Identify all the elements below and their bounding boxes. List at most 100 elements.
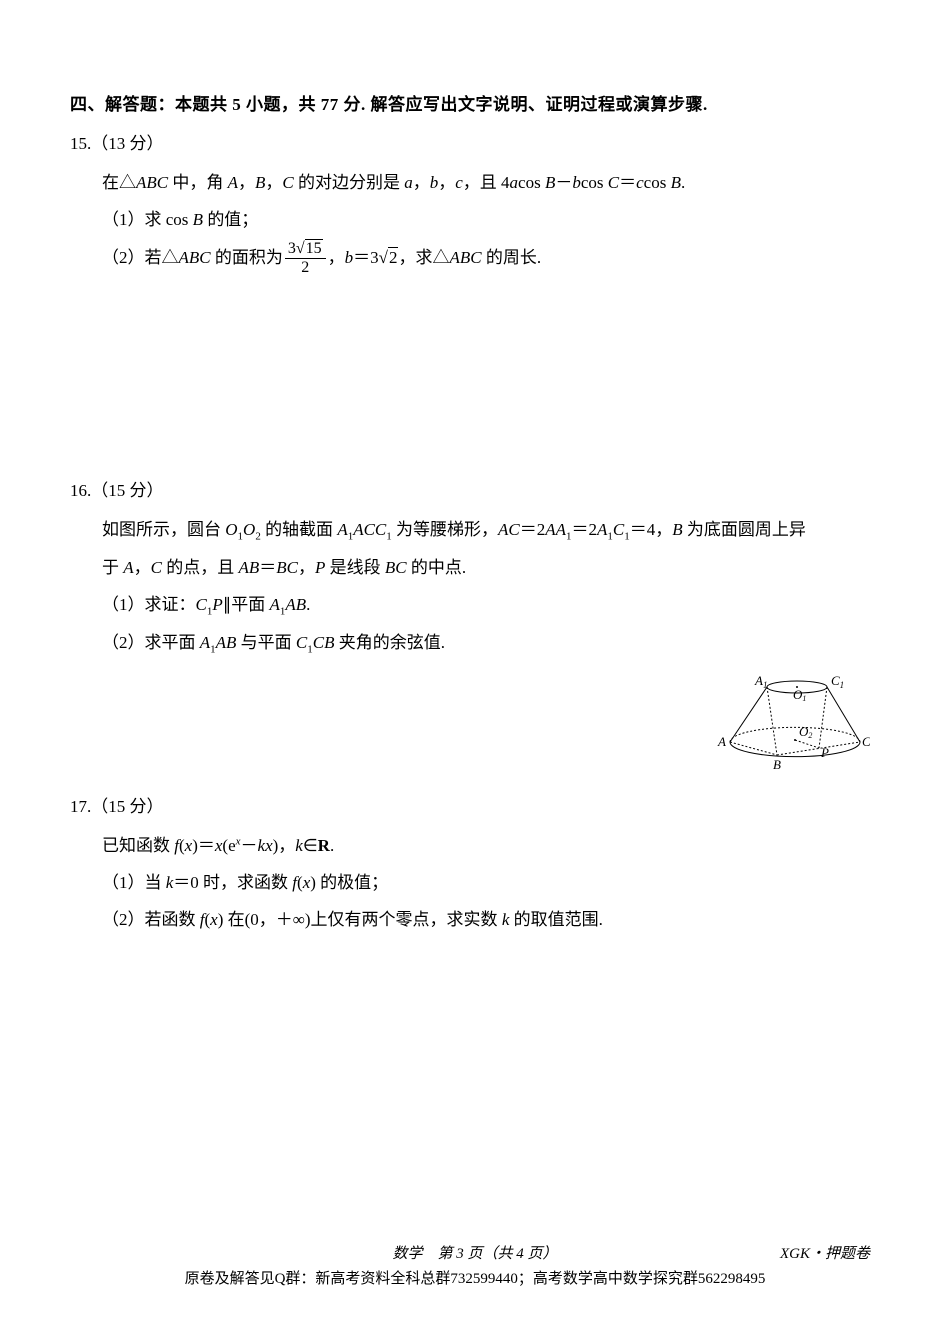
t: b xyxy=(345,248,354,267)
t: A xyxy=(597,520,607,539)
t: 为底面圆周上异 xyxy=(683,520,806,539)
t: A xyxy=(337,520,347,539)
t: （1）当 xyxy=(102,873,166,892)
t: ，且 4 xyxy=(463,173,510,192)
q15-body: 在△ABC 中，角 A，B，C 的对边分别是 a，b，c，且 4acos B－b… xyxy=(70,164,880,276)
t: AB xyxy=(285,595,306,614)
q15-line1: 在△ABC 中，角 A，B，C 的对边分别是 a，b，c，且 4acos B－b… xyxy=(102,164,880,201)
t: 是线段 xyxy=(325,558,385,577)
t: 在△ xyxy=(102,173,136,192)
t: ， xyxy=(134,558,151,577)
t: CB xyxy=(313,633,335,652)
t: c xyxy=(636,173,644,192)
t: P xyxy=(315,558,325,577)
t: A xyxy=(200,633,210,652)
label-o2: O2 xyxy=(799,724,812,740)
t: （1）求 cos xyxy=(102,210,193,229)
page-footer: 数学 第 3 页（共 4 页） XGK・押题卷 原卷及解答见Q群：新高考资料全科… xyxy=(0,1242,950,1288)
t: ∥平面 xyxy=(223,595,270,614)
dot-o2 xyxy=(794,739,796,741)
line-bc xyxy=(777,742,860,755)
label-c1: C1 xyxy=(831,673,844,690)
t: 15 xyxy=(305,239,323,257)
t: 为等腰梯形， xyxy=(392,520,498,539)
t: C xyxy=(282,173,293,192)
t: B xyxy=(193,210,203,229)
t: ， xyxy=(413,173,430,192)
t: C xyxy=(608,173,619,192)
frustum-figure: A1 C1 O1 A C O2 B P xyxy=(715,672,870,772)
t: cos xyxy=(644,173,671,192)
question-16: 16.（15 分） 如图所示，圆台 O1O2 的轴截面 A1ACC1 为等腰梯形… xyxy=(70,476,880,661)
footer-center: 数学 第 3 页（共 4 页） xyxy=(392,1242,557,1263)
q16-sub1: （1）求证：C1P∥平面 A1AB. xyxy=(102,586,880,624)
q16-number: 16.（15 分） xyxy=(70,476,880,501)
left-edge xyxy=(730,687,767,742)
t: a xyxy=(404,173,413,192)
t: cos xyxy=(518,173,545,192)
t: . xyxy=(306,595,310,614)
footer-line2: 原卷及解答见Q群：新高考资料全科总群732599440；高考数学高中数学探究群5… xyxy=(0,1267,950,1288)
t: ， xyxy=(298,558,315,577)
q15-number: 15.（13 分） xyxy=(70,129,880,154)
t: 的中点. xyxy=(407,558,467,577)
t: k xyxy=(295,836,303,855)
q16-line1: 如图所示，圆台 O1O2 的轴截面 A1ACC1 为等腰梯形，AC＝2AA1＝2… xyxy=(102,511,880,549)
t: C xyxy=(151,558,162,577)
t: ＝2 xyxy=(572,520,598,539)
t: . xyxy=(681,173,685,192)
frustum-svg: A1 C1 O1 A C O2 B P xyxy=(715,672,870,772)
q16-sub2: （2）求平面 A1AB 与平面 C1CB 夹角的余弦值. xyxy=(102,624,880,662)
q17-body: 已知函数 f(x)＝x(ex－kx)，k∈R. （1）当 k＝0 时，求函数 f… xyxy=(70,827,880,939)
t: b xyxy=(430,173,439,192)
t: . xyxy=(330,836,334,855)
t: b xyxy=(572,173,581,192)
t: ， xyxy=(265,173,282,192)
t: AB xyxy=(238,558,259,577)
t: ABC xyxy=(449,248,481,267)
t: 3 xyxy=(288,240,296,257)
t: 的值； xyxy=(203,210,258,229)
t: P xyxy=(212,595,222,614)
label-a1: A1 xyxy=(754,673,767,690)
t: 已知函数 xyxy=(102,836,174,855)
t: 2 xyxy=(388,247,399,267)
t: O xyxy=(225,520,237,539)
t: O xyxy=(243,520,255,539)
line-a1b xyxy=(767,687,777,755)
label-a: A xyxy=(717,734,726,749)
t: B xyxy=(545,173,555,192)
t: 的对边分别是 xyxy=(294,173,405,192)
t: ＝2 xyxy=(520,520,546,539)
t: （2）若△ xyxy=(102,248,179,267)
label-b: B xyxy=(773,757,781,772)
t: AC xyxy=(498,520,520,539)
q17-number: 17.（15 分） xyxy=(70,792,880,817)
t: 夹角的余弦值. xyxy=(335,633,446,652)
t: cos xyxy=(581,173,608,192)
t: 于 xyxy=(102,558,123,577)
t: A xyxy=(269,595,279,614)
label-o1: O1 xyxy=(793,687,806,703)
q17-line1: 已知函数 f(x)＝x(ex－kx)，k∈R. xyxy=(102,827,880,864)
t: 的轴截面 xyxy=(261,520,338,539)
q16-body: 如图所示，圆台 O1O2 的轴截面 A1ACC1 为等腰梯形，AC＝2AA1＝2… xyxy=(70,511,880,661)
q17-sub1: （1）当 k＝0 时，求函数 f(x) 的极值； xyxy=(102,864,880,901)
t: A xyxy=(228,173,238,192)
t: ，求△ xyxy=(398,248,449,267)
t: B xyxy=(672,520,682,539)
t: AB xyxy=(216,633,237,652)
t: （1）求证： xyxy=(102,595,196,614)
t: A xyxy=(123,558,133,577)
t: ) 在(0，＋∞)上仅有两个零点，求实数 xyxy=(218,910,502,929)
t: )＝ xyxy=(192,836,215,855)
t: ， xyxy=(328,248,345,267)
t: x xyxy=(210,910,218,929)
t: 的点，且 xyxy=(162,558,239,577)
t: C xyxy=(613,520,624,539)
t: )， xyxy=(273,836,296,855)
t: ＝4， xyxy=(630,520,673,539)
right-edge xyxy=(827,687,860,742)
t: ) 的极值； xyxy=(310,873,388,892)
t: 的取值范围. xyxy=(509,910,603,929)
